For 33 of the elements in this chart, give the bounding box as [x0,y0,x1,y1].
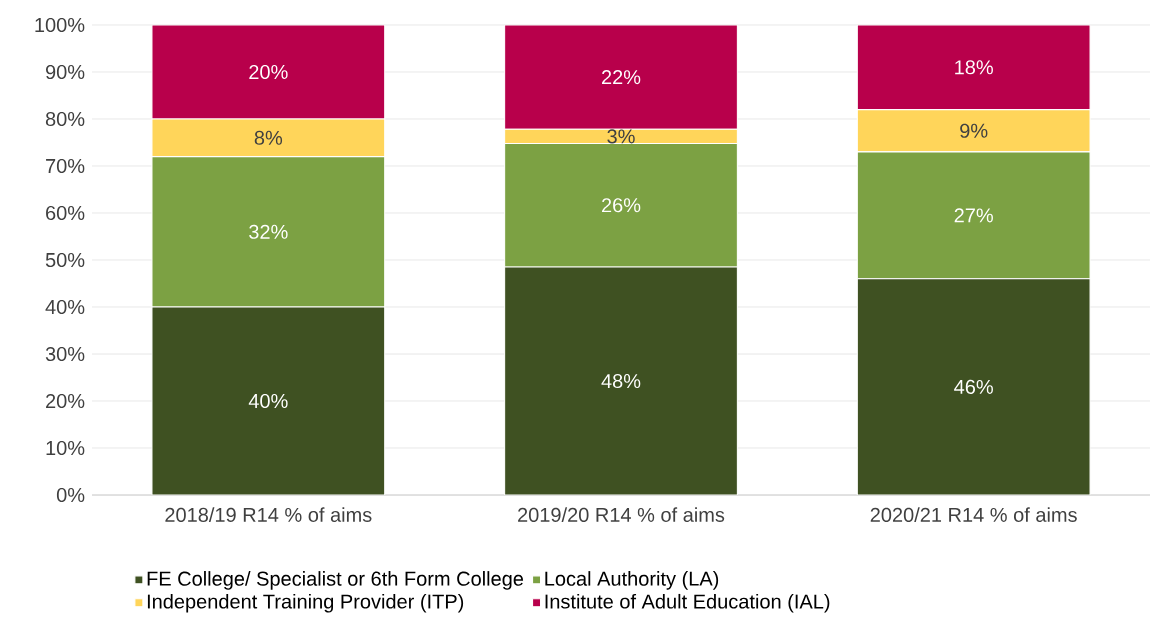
y-tick-label: 40% [45,299,85,315]
legend-label: Independent Training Provider (ITP) [147,593,464,613]
data-label: 40% [248,393,288,409]
y-tick-label: 60% [46,205,85,221]
bar [151,24,386,120]
y-tick-label: 30% [45,346,85,362]
data-label: 46% [954,379,993,394]
x-tick-label: 2020/21 R14 % of aims [870,507,1077,522]
y-tick-label: 10% [46,440,85,456]
y-tick-label: 80% [45,111,85,127]
y-tick-label: 100% [35,17,85,33]
y-tick-label: 50% [45,252,85,268]
legend-label: Local Authority (LA) [545,571,719,590]
x-tick-label: 2019/20 R14 % of aims [518,507,725,522]
data-label: 18% [955,60,993,75]
data-label: 27% [954,208,993,223]
bar [504,24,738,130]
data-label: 26% [602,198,641,213]
y-tick-label: 20% [46,393,85,409]
y-tick-label: 70% [46,158,85,174]
data-label: 9% [960,123,988,138]
data-label: 22% [602,70,641,85]
data-label: 32% [249,224,288,239]
bar [856,24,1091,111]
y-tick-label: 90% [45,64,85,80]
data-label: 20% [249,64,288,80]
legend-label: Institute of Adult Education (IAL) [545,593,830,613]
x-tick-label: 2018/19 R14 % of aims [165,507,372,522]
y-tick-label: 0% [56,487,85,503]
data-label: 8% [254,130,283,145]
data-label: 48% [601,373,641,389]
legend-label: FE College/ Specialist or 6th Form College [147,571,524,590]
data-label: 3% [607,129,635,144]
